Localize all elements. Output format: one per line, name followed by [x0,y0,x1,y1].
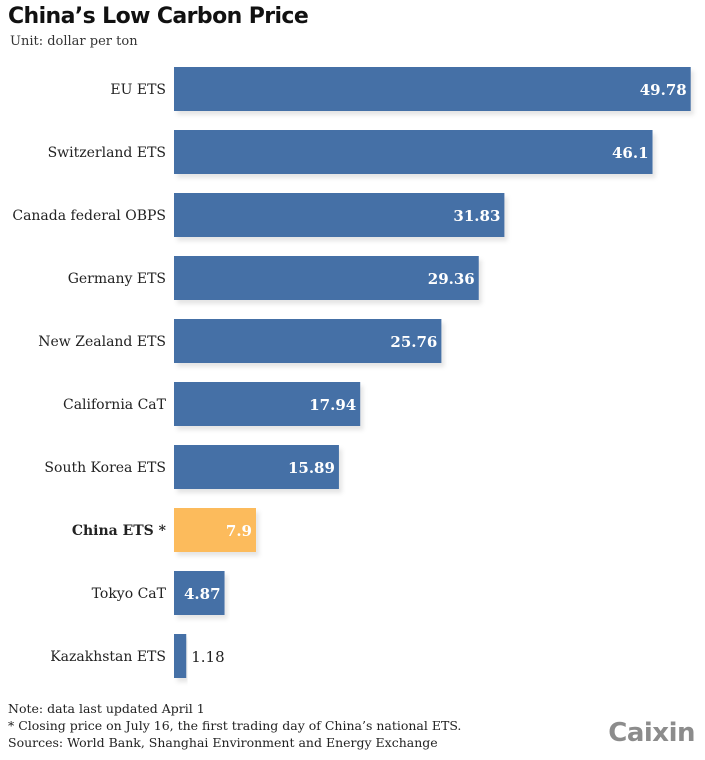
value-label: 1.18 [191,648,224,666]
bar-south-korea-ets [174,445,339,489]
footer-sources: Sources: World Bank, Shanghai Environmen… [8,735,438,750]
category-label: Kazakhstan ETS [50,649,166,665]
footer-note: Note: data last updated April 1 [8,701,205,716]
category-label: China ETS * [72,523,167,539]
value-label: 4.87 [184,585,221,603]
bar-chart: EU ETS 49.78 Switzerland ETS 46.1 Canada fed… [12,67,691,678]
value-label: 17.94 [309,396,356,414]
value-label: 25.76 [390,333,437,351]
bar-eu-ets [174,67,691,111]
value-label: 31.83 [453,207,500,225]
value-label: 7.9 [226,522,252,540]
category-label: South Korea ETS [44,460,166,476]
category-label: Canada federal OBPS [12,208,166,224]
chart-title: China’s Low Carbon Price [8,4,309,29]
category-label: Switzerland ETS [48,145,166,161]
bar-switzerland-ets [174,130,653,174]
category-label: EU ETS [110,82,166,98]
category-label: California CaT [63,397,167,413]
value-label: 15.89 [288,459,335,477]
category-label: Germany ETS [68,271,166,287]
value-label: 29.36 [428,270,475,288]
bar-new-zealand-ets [174,319,442,363]
bar-germany-ets [174,256,479,300]
caixin-logo: Caixin [608,718,695,748]
bar-tokyo-cat [174,571,225,615]
bar-china-ets [174,508,257,552]
bar-california-cat [174,382,361,426]
footer-asterisk-note: * Closing price on July 16, the first tr… [8,718,462,733]
value-label: 46.1 [612,144,649,162]
chart-subtitle: Unit: dollar per ton [10,34,138,49]
bar-canada-federal-obps [174,193,505,237]
category-label: Tokyo CaT [92,586,167,602]
bars-layer: EU ETS 49.78 Switzerland ETS 46.1 Canada fed… [12,67,691,678]
bar-kazakhstan-ets [174,634,187,678]
chart-footer: Note: data last updated April 1 * Closin… [8,700,461,751]
value-label: 49.78 [640,81,687,99]
category-label: New Zealand ETS [38,334,166,350]
